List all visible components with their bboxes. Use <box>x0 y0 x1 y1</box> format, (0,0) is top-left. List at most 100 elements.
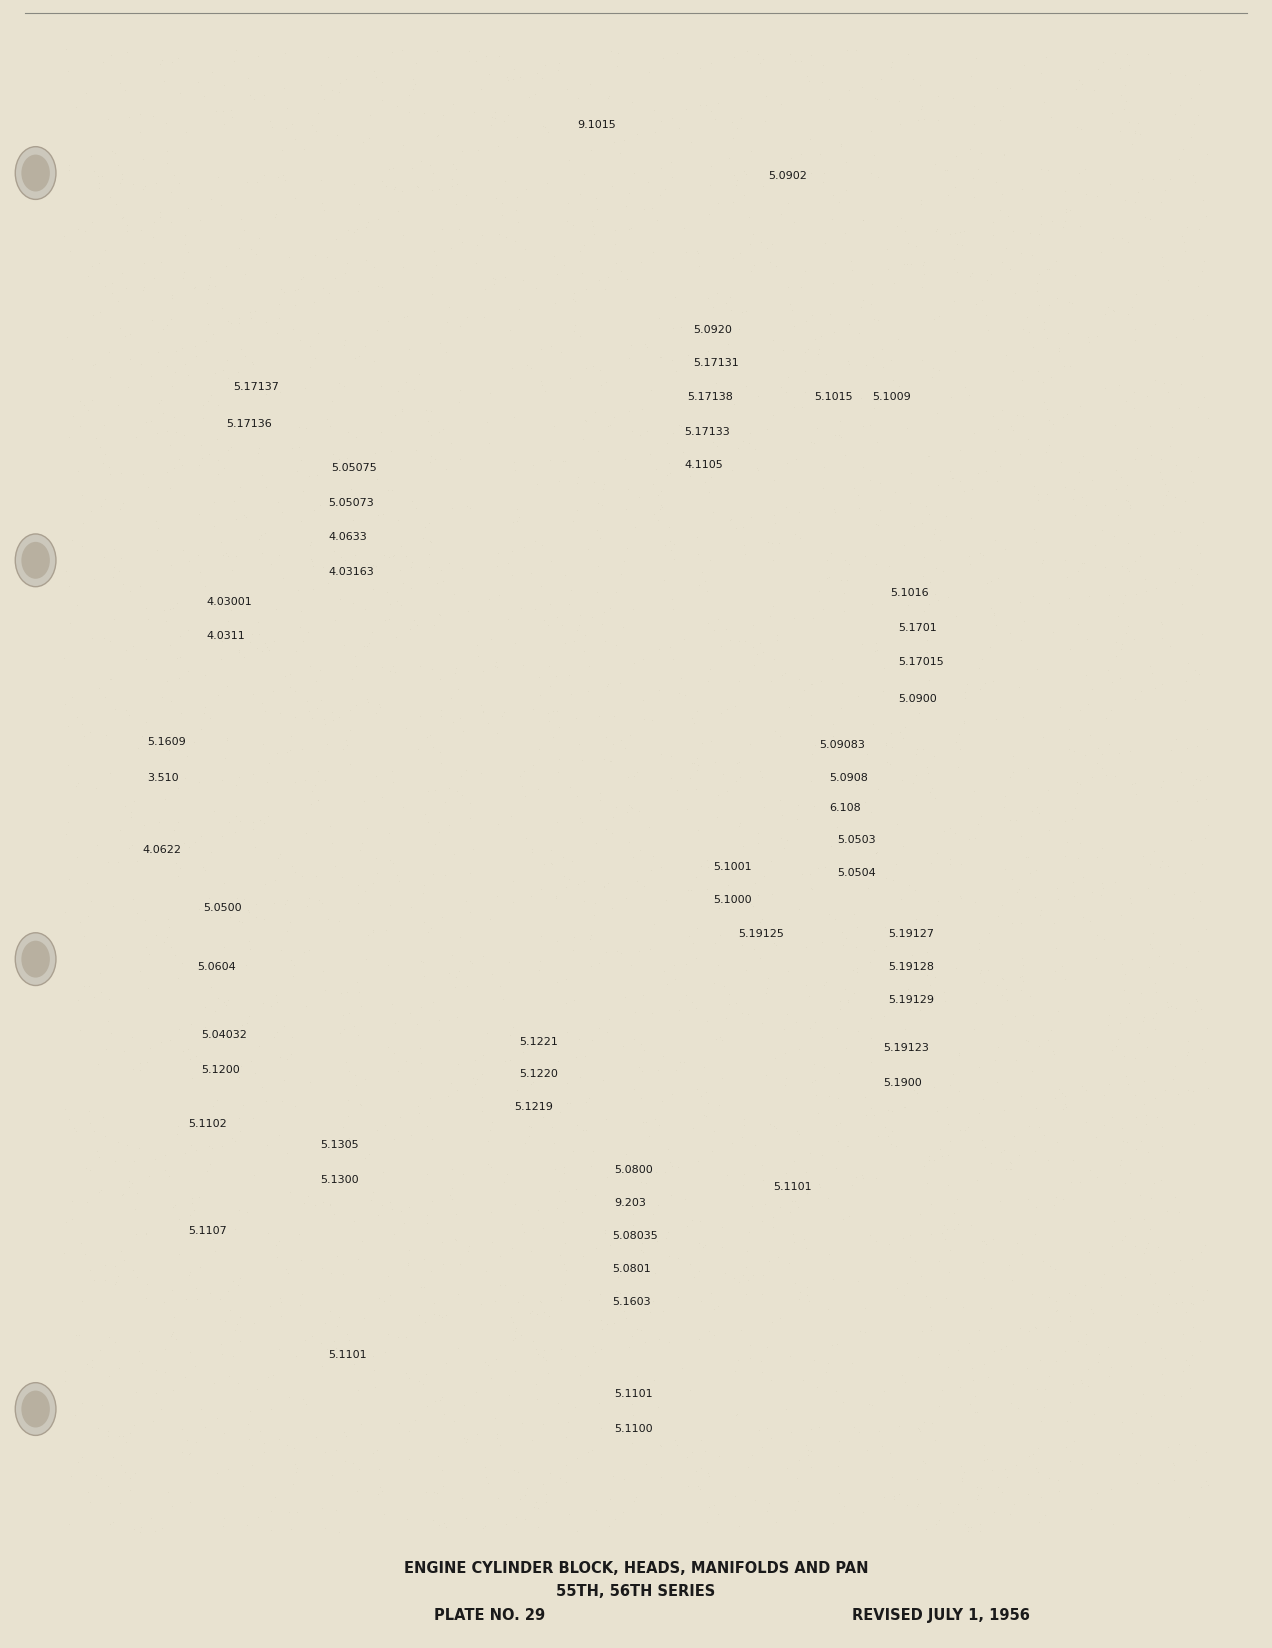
Point <box>158 906 178 933</box>
Point <box>992 181 1013 208</box>
Point <box>73 1444 93 1470</box>
Point <box>504 509 524 536</box>
Point <box>668 1154 688 1180</box>
Point <box>1188 272 1208 298</box>
Point <box>69 458 89 485</box>
Point <box>1191 539 1211 565</box>
Point <box>215 745 235 771</box>
Point <box>232 910 252 936</box>
Circle shape <box>15 147 56 199</box>
Point <box>471 760 491 786</box>
Point <box>1029 1510 1049 1536</box>
Point <box>1145 1015 1165 1042</box>
Point <box>787 806 808 832</box>
Point <box>1047 875 1067 901</box>
Point <box>1071 115 1091 142</box>
Point <box>870 1032 890 1058</box>
Point <box>819 1083 840 1109</box>
Point <box>964 1383 985 1409</box>
Text: 5.19127: 5.19127 <box>888 929 934 939</box>
Point <box>245 241 266 267</box>
Point <box>441 686 462 712</box>
Point <box>674 1187 695 1213</box>
Point <box>934 979 954 1005</box>
Point <box>75 1241 95 1267</box>
Point <box>202 1055 223 1081</box>
Point <box>917 1170 937 1196</box>
Point <box>664 545 684 572</box>
Point <box>195 661 215 687</box>
Point <box>873 677 893 704</box>
Point <box>1132 842 1152 868</box>
Point <box>92 163 112 190</box>
Point <box>748 831 768 857</box>
Point <box>904 916 925 943</box>
Point <box>1016 1027 1037 1053</box>
Point <box>800 1416 820 1442</box>
Point <box>109 1355 130 1381</box>
Point <box>201 382 221 409</box>
Point <box>1128 109 1149 135</box>
Point <box>618 763 639 789</box>
Point <box>813 597 833 623</box>
Point <box>1099 1363 1119 1389</box>
Point <box>597 1018 617 1045</box>
Point <box>368 1482 388 1508</box>
Point <box>1102 697 1122 723</box>
Point <box>1038 407 1058 433</box>
Point <box>903 66 923 92</box>
Point <box>516 824 537 850</box>
Point <box>411 148 431 175</box>
Point <box>738 1454 758 1480</box>
Point <box>879 1231 899 1257</box>
Point <box>168 809 188 836</box>
Point <box>591 110 612 137</box>
Point <box>1158 1434 1178 1460</box>
Point <box>673 438 693 465</box>
Point <box>649 1325 669 1351</box>
Point <box>200 1280 220 1307</box>
Point <box>818 564 838 590</box>
Point <box>567 470 588 496</box>
Point <box>812 667 832 694</box>
Point <box>1182 1290 1202 1317</box>
Point <box>111 1452 131 1478</box>
Point <box>831 424 851 450</box>
Point <box>523 695 543 722</box>
Point <box>698 338 719 364</box>
Point <box>71 1287 92 1313</box>
Point <box>80 1109 100 1135</box>
Point <box>416 723 436 750</box>
Point <box>95 274 116 300</box>
Point <box>167 644 187 671</box>
Point <box>923 1074 944 1101</box>
Point <box>923 307 944 333</box>
Point <box>590 1307 611 1333</box>
Text: 5.17131: 5.17131 <box>693 358 739 368</box>
Point <box>969 654 990 681</box>
Point <box>763 593 784 620</box>
Point <box>661 1081 682 1107</box>
Point <box>682 989 702 1015</box>
Point <box>660 460 681 486</box>
Point <box>752 1208 772 1234</box>
Point <box>866 839 887 865</box>
Point <box>700 1463 720 1490</box>
Point <box>308 758 328 784</box>
Point <box>1194 1231 1215 1257</box>
Point <box>349 191 369 218</box>
Point <box>987 468 1007 494</box>
Point <box>1063 868 1084 895</box>
Point <box>864 396 884 422</box>
Point <box>371 274 392 300</box>
Point <box>968 936 988 962</box>
Point <box>285 125 305 152</box>
Point <box>153 316 173 343</box>
Point <box>822 206 842 232</box>
Point <box>422 989 443 1015</box>
Point <box>374 542 394 569</box>
Point <box>541 333 561 359</box>
Point <box>800 41 820 68</box>
Point <box>94 486 114 513</box>
Point <box>226 1312 247 1338</box>
